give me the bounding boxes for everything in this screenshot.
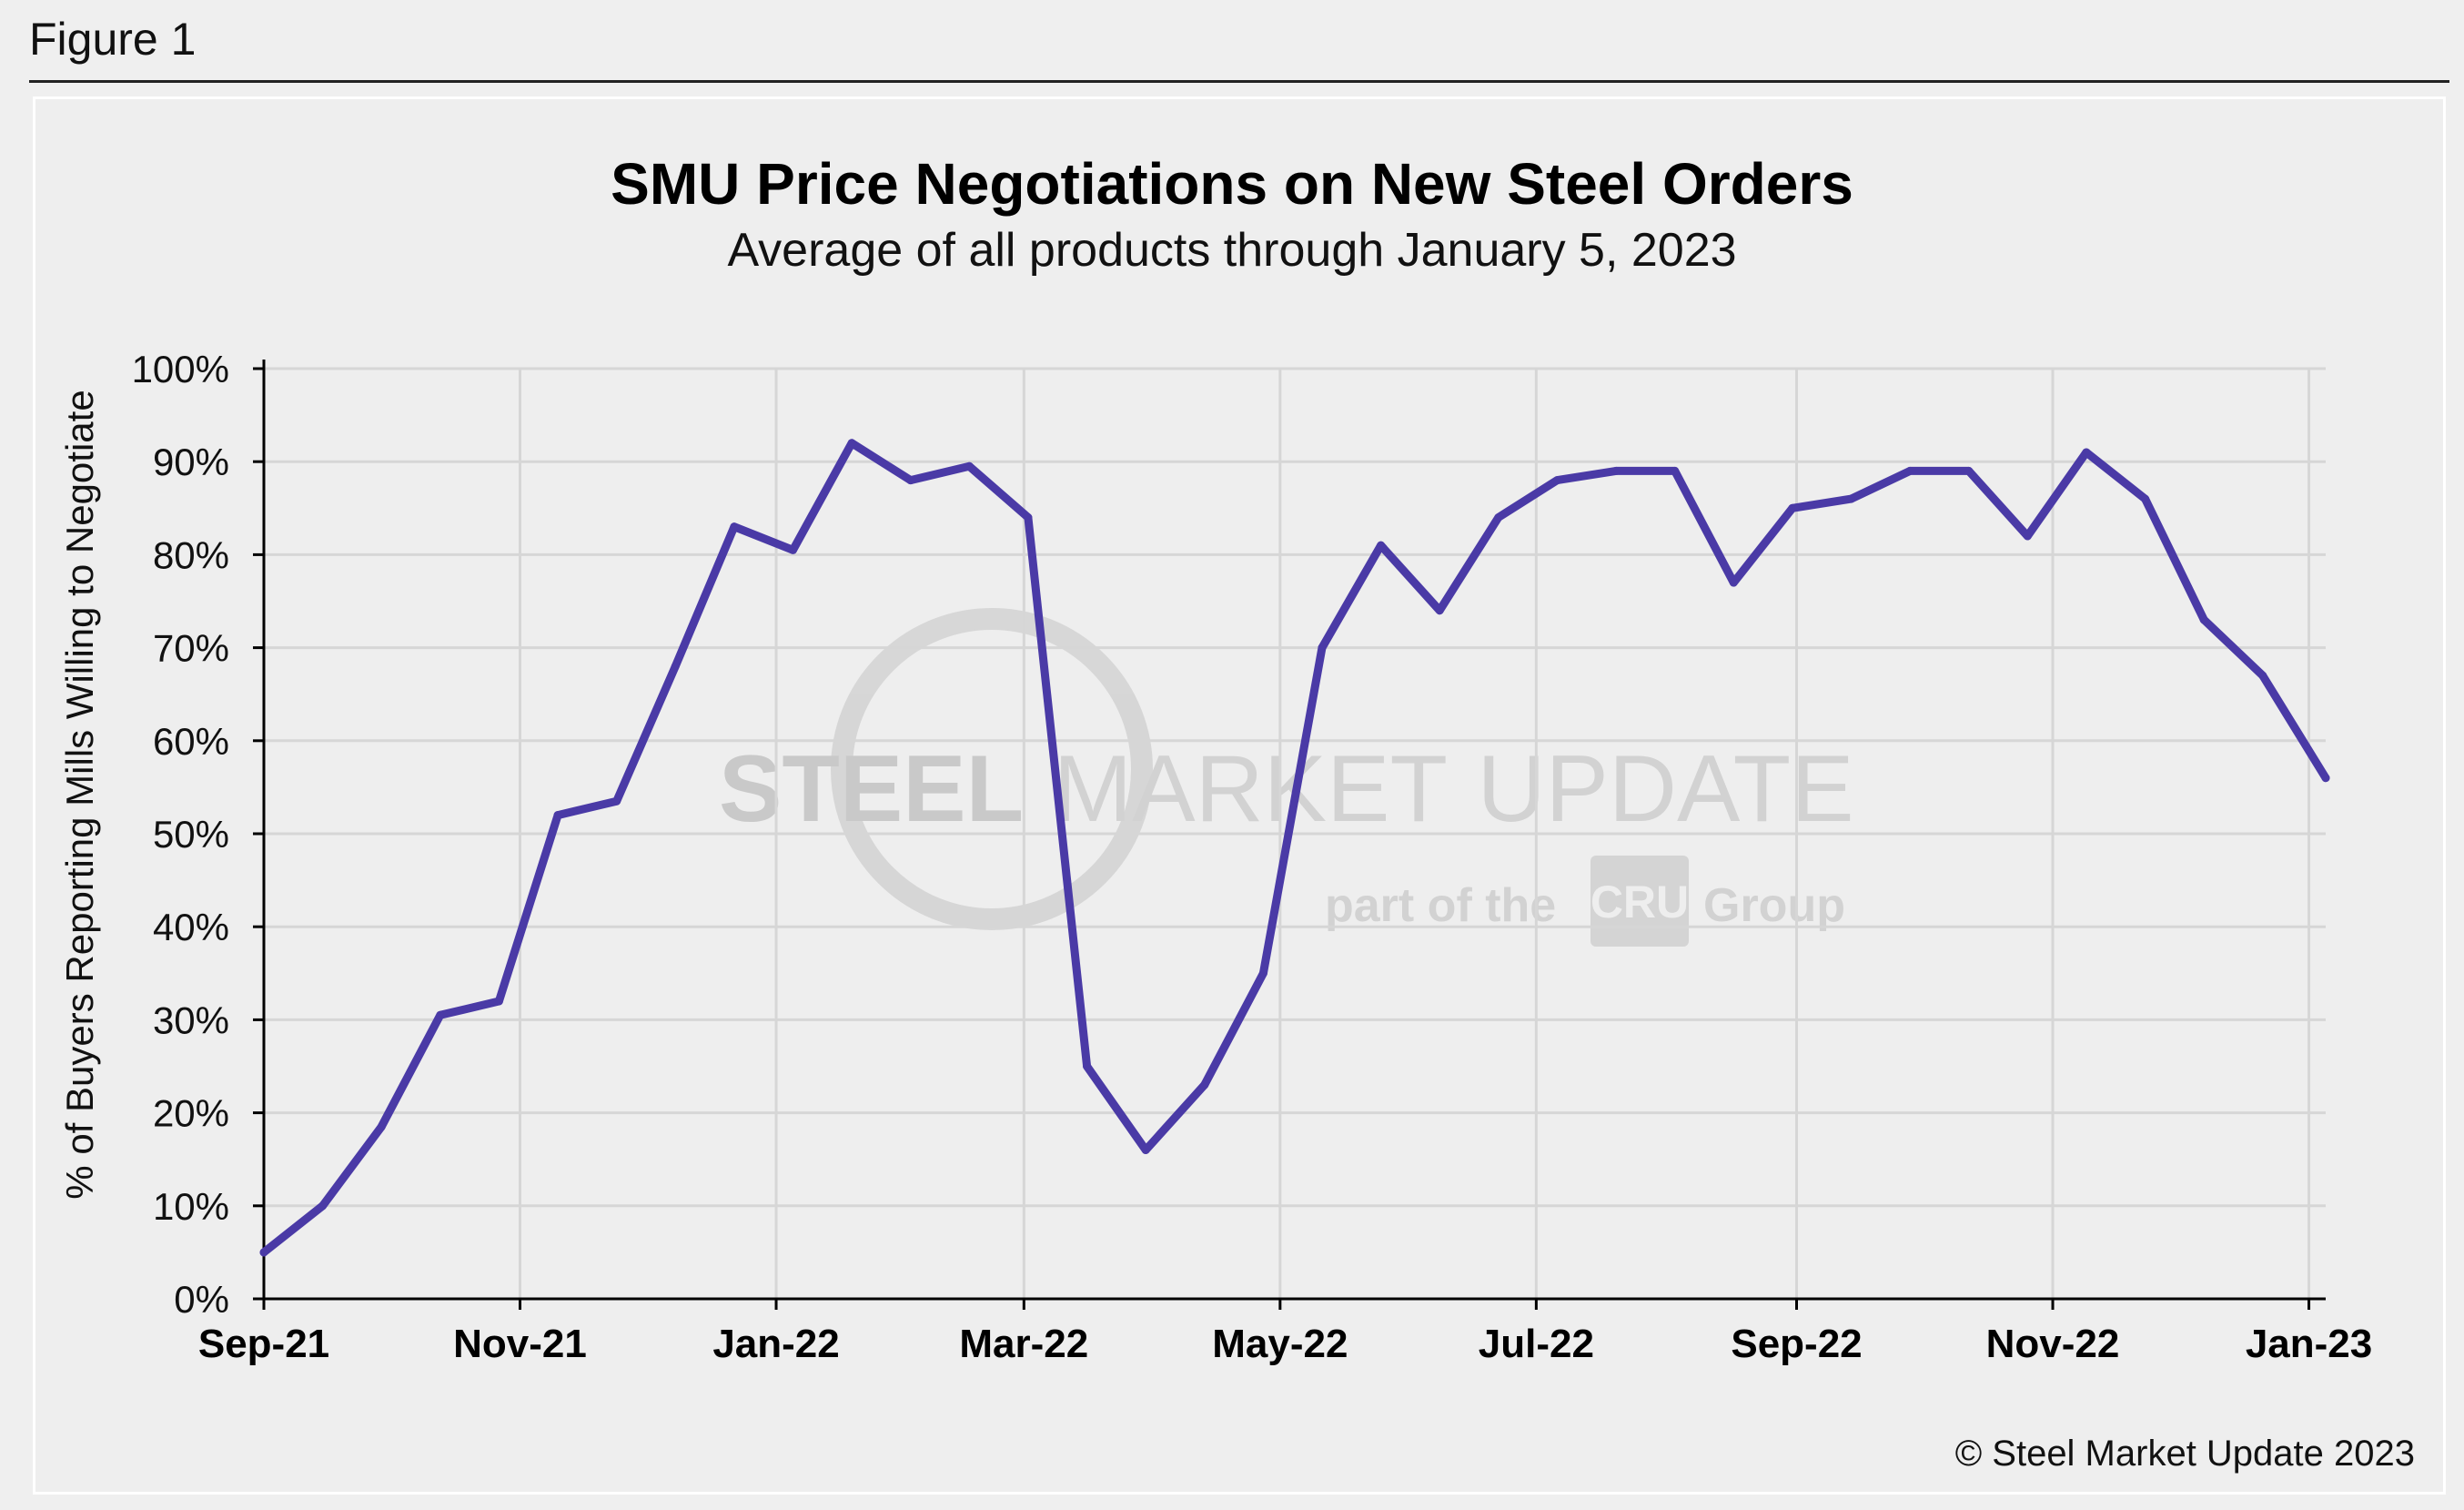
- chart-title: SMU Price Negotiations on New Steel Orde…: [611, 151, 1853, 217]
- axes: [253, 360, 2326, 1310]
- data-point: [1494, 513, 1503, 522]
- x-tick-labels: Sep-21 Nov-21 Jan-22 Mar-22 May-22 Jul-22 Sep-…: [198, 1322, 2372, 1366]
- data-point: [377, 1122, 386, 1131]
- data-point: [1318, 644, 1327, 653]
- data-point: [1258, 968, 1267, 978]
- x-tick-label: Nov-21: [453, 1322, 587, 1366]
- chart-panel: [33, 96, 2446, 1495]
- data-point: [2321, 774, 2330, 783]
- data-point: [2141, 494, 2150, 503]
- y-tick-label: 70%: [153, 627, 229, 670]
- data-point: [1905, 466, 1914, 475]
- data-point: [1846, 494, 1855, 503]
- data-point: [1964, 466, 1974, 475]
- watermark: STEEL MARKET UPDATE part of the CRU Grou…: [719, 608, 1854, 947]
- data-point: [730, 522, 739, 532]
- data-point: [318, 1201, 328, 1211]
- data-point: [1611, 466, 1621, 475]
- x-tick-label: Sep-21: [198, 1322, 329, 1366]
- x-tick-label: Jan-22: [712, 1322, 839, 1366]
- watermark-cru-box: [1590, 856, 1689, 947]
- figure-label: Figure 1: [29, 14, 197, 65]
- chart-subtitle: Average of all products through January …: [727, 224, 1737, 277]
- data-point: [788, 545, 797, 554]
- data-point: [1552, 476, 1561, 485]
- x-tick-label: May-22: [1212, 1322, 1348, 1366]
- copyright-credit: © Steel Market Update 2023: [1954, 1434, 2415, 1474]
- y-tick-label: 60%: [153, 720, 229, 763]
- y-tick-labels: 0% 10% 20% 30% 40% 50% 60% 70% 80% 90% 100%: [132, 348, 229, 1321]
- data-point: [671, 662, 680, 671]
- watermark-ring-icon: [831, 608, 1153, 930]
- x-tick-label: Jul-22: [1479, 1322, 1594, 1366]
- y-tick-label: 40%: [153, 906, 229, 948]
- data-point: [259, 1248, 268, 1257]
- x-tick-label: Sep-22: [1731, 1322, 1862, 1366]
- data-point: [1671, 466, 1680, 475]
- watermark-market: MARKET: [1054, 736, 1448, 842]
- data-point: [612, 796, 621, 806]
- y-tick-label: 80%: [153, 533, 229, 576]
- watermark-update: UPDATE: [1477, 736, 1853, 842]
- x-tick-label: Mar-22: [959, 1322, 1088, 1366]
- y-axis-label: % of Buyers Reporting Mills Willing to N…: [58, 390, 101, 1199]
- data-point: [964, 461, 974, 471]
- y-tick-label: 0%: [174, 1278, 229, 1321]
- y-tick-label: 90%: [153, 441, 229, 483]
- y-tick-label: 100%: [132, 348, 229, 390]
- figure-divider: [29, 80, 2449, 83]
- x-tick-label: Jan-23: [2246, 1322, 2372, 1366]
- gridlines: [264, 367, 2326, 1299]
- y-tick-label: 30%: [153, 998, 229, 1041]
- data-point: [1200, 1080, 1209, 1089]
- data-point: [2199, 615, 2208, 624]
- data-point: [2023, 532, 2032, 541]
- data-point: [1141, 1145, 1150, 1154]
- series-layer: [259, 439, 2330, 1257]
- watermark-group: Group: [1703, 879, 1845, 932]
- data-point: [1729, 578, 1738, 587]
- data-point: [1435, 606, 1444, 615]
- y-tick-label: 20%: [153, 1092, 229, 1135]
- x-tick-label: Nov-22: [1986, 1322, 2120, 1366]
- data-point: [1377, 541, 1386, 550]
- data-point: [1024, 513, 1033, 522]
- svg-text:STEEL MARKET UPDAT: STEEL MARKET UPDATE: [719, 736, 1854, 842]
- watermark-cru: CRU: [1590, 877, 1689, 927]
- y-tick-label: 10%: [153, 1185, 229, 1228]
- data-point: [553, 811, 562, 820]
- data-point: [494, 997, 503, 1006]
- data-point: [906, 476, 915, 485]
- y-tick-label: 50%: [153, 813, 229, 856]
- data-point: [436, 1010, 445, 1019]
- data-point: [2082, 448, 2091, 457]
- watermark-part-of: part of the: [1325, 879, 1556, 932]
- data-point: [1083, 1062, 1092, 1070]
- series-line: [259, 439, 2330, 1257]
- data-point: [847, 439, 856, 448]
- watermark-steel: STEEL: [719, 736, 1024, 842]
- data-point: [2258, 671, 2267, 680]
- data-point: [1788, 503, 1797, 512]
